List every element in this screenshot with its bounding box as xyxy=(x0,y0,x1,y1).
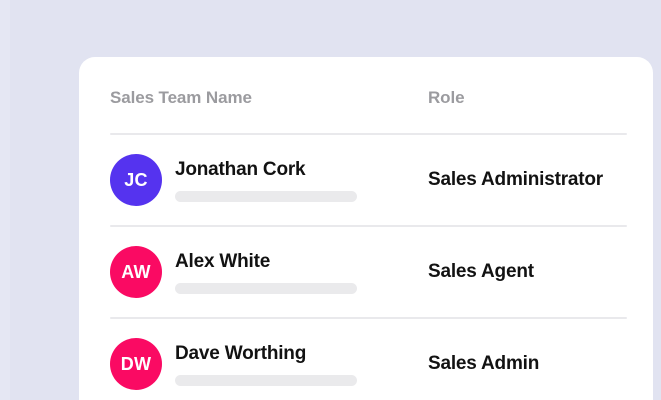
header-divider xyxy=(110,133,627,135)
table-row[interactable]: DW Dave Worthing Sales Admin xyxy=(110,319,627,400)
avatar: DW xyxy=(110,338,162,390)
table-row[interactable]: AW Alex White Sales Agent xyxy=(110,227,627,317)
person-name: Dave Worthing xyxy=(175,342,307,364)
cell-role: Sales Admin xyxy=(428,353,627,375)
person-name: Jonathan Cork xyxy=(175,158,306,180)
detail-placeholder-bar xyxy=(175,374,357,386)
role-text: Sales Admin xyxy=(428,353,540,374)
left-edge-strip xyxy=(0,0,10,400)
role-text: Sales Agent xyxy=(428,261,534,282)
name-block: Jonathan Cork xyxy=(175,159,357,202)
role-text: Sales Administrator xyxy=(428,169,603,190)
name-block: Dave Worthing xyxy=(175,343,357,386)
detail-placeholder-bar xyxy=(175,282,357,294)
sales-team-card: Sales Team Name Role JC Jonathan Cork Sa… xyxy=(79,57,653,400)
avatar: AW xyxy=(110,246,162,298)
row-divider xyxy=(110,317,627,319)
column-header-role: Role xyxy=(428,88,465,107)
column-header-name: Sales Team Name xyxy=(110,88,252,107)
avatar: JC xyxy=(110,154,162,206)
row-divider xyxy=(110,225,627,227)
table-row[interactable]: JC Jonathan Cork Sales Administrator xyxy=(110,135,627,225)
cell-role: Sales Agent xyxy=(428,261,627,283)
name-block: Alex White xyxy=(175,251,357,294)
table-header-row: Sales Team Name Role xyxy=(110,57,627,133)
cell-name: DW Dave Worthing xyxy=(110,338,428,390)
person-name: Alex White xyxy=(175,250,271,272)
detail-placeholder-bar xyxy=(175,190,357,202)
sales-team-table: Sales Team Name Role JC Jonathan Cork Sa… xyxy=(110,57,627,400)
cell-role: Sales Administrator xyxy=(428,169,627,191)
cell-name: AW Alex White xyxy=(110,246,428,298)
cell-name: JC Jonathan Cork xyxy=(110,154,428,206)
